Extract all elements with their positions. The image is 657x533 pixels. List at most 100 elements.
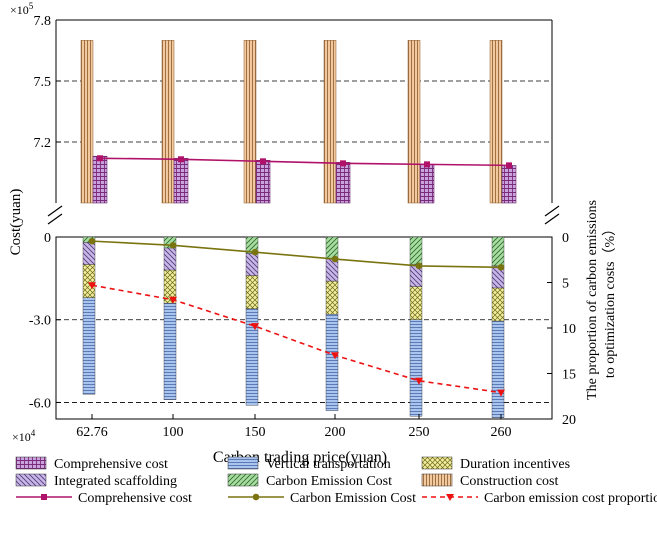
lower-tick-label: 0: [44, 231, 51, 246]
legend-swatch-integrated-scaffolding: [15, 473, 47, 487]
marker-carbon-emission-cost-proportion: [88, 282, 96, 290]
y-axis-left-label: Cost(yuan): [8, 189, 24, 256]
marker-comprehensive-cost: [424, 161, 430, 168]
right-tick-label: 5: [562, 277, 569, 292]
line-group: [88, 155, 512, 397]
right-tick-label: 10: [562, 322, 576, 337]
bar-vertical-transportation: [491, 320, 505, 418]
bar-vertical-transportation: [409, 319, 423, 417]
bar-comprehensive-cost: [92, 155, 108, 204]
tick-group: 7.8 7.5 7.2 0 -3.0 -6.0 0 5 10 15 20 62.76 100 150 200…: [29, 14, 576, 440]
legend-label-vertical-transportation: Vertical transportation: [266, 457, 391, 472]
bar-construction-cost: [243, 40, 257, 204]
bar-comprehensive-cost: [173, 157, 189, 204]
gridlines: [56, 80, 552, 403]
legend-marker-carbon-emission-cost-proportion: [446, 494, 454, 501]
bar-construction-cost: [80, 40, 94, 204]
marker-carbon-emission-cost-proportion: [169, 296, 177, 304]
upper-tick-label: 7.5: [34, 75, 52, 90]
x-tick-label: 150: [245, 425, 266, 440]
marker-carbon-emission-cost-proportion: [415, 377, 423, 385]
y-axis-right-label-line2: to optimization costs（%）: [602, 222, 618, 378]
marker-comprehensive-cost: [260, 158, 266, 165]
marker-carbon-emission-cost: [88, 237, 96, 245]
lower-axis-frame: [55, 236, 553, 420]
bar-comprehensive-cost: [335, 162, 351, 204]
bar-duration-incentives: [409, 286, 423, 320]
bar-carbon-emission-cost: [409, 236, 423, 265]
y-axis-right-label-line1: The proportion of carbon emissions: [585, 200, 600, 400]
bar-construction-cost: [407, 40, 421, 204]
legend-marker-carbon-emission-cost: [252, 493, 260, 501]
legend-swatch-comprehensive-cost: [15, 456, 47, 470]
axis-break-mark-left: [47, 205, 63, 225]
legend-marker-comprehensive-cost: [41, 494, 47, 500]
legend-swatch-vertical-transportation: [227, 456, 259, 470]
upper-scale-label: ×105: [10, 1, 34, 17]
marker-carbon-emission-cost-proportion: [497, 389, 505, 397]
bar-integrated-scaffolding: [163, 247, 177, 271]
bar-vertical-transportation: [163, 302, 177, 400]
marker-carbon-emission-cost: [169, 241, 177, 249]
marker-carbon-emission-cost-proportion: [331, 352, 339, 360]
right-tick-label: 20: [562, 413, 576, 428]
marker-comprehensive-cost: [178, 156, 184, 163]
marker-carbon-emission-cost: [497, 264, 505, 271]
line-carbon-emission-cost-proportion: [91, 284, 502, 394]
legend-label-carbon-emission-cost: Carbon Emission Cost: [290, 491, 416, 506]
upper-tick-label: 7.2: [34, 136, 52, 151]
marker-comprehensive-cost: [97, 155, 103, 162]
line-carbon-emission-cost: [91, 240, 502, 269]
right-tick-label: 15: [562, 368, 576, 383]
bar-construction-cost: [489, 40, 503, 204]
bar-duration-incentives: [245, 275, 259, 309]
x-tick-label: 200: [325, 425, 346, 440]
marker-carbon-emission-cost: [251, 248, 259, 256]
right-tick-label: 0: [562, 231, 569, 246]
bar-vertical-transportation: [245, 308, 259, 406]
legend-label-construction-cost: Construction cost: [460, 474, 558, 489]
legend-label-comprehensive-cost: Comprehensive cost: [78, 491, 192, 506]
legend-swatch-construction-cost: [421, 473, 453, 487]
x-tick-label: 100: [163, 425, 184, 440]
lower-tick-label: -3.0: [29, 314, 51, 329]
legend-label-comprehensive-cost: Comprehensive cost: [54, 457, 168, 472]
legend-swatch-carbon-emission-cost: [227, 473, 259, 487]
marker-carbon-emission-cost-proportion: [251, 323, 259, 331]
bar-comprehensive-cost: [501, 165, 517, 204]
bar-comprehensive-cost: [419, 164, 435, 204]
upper-tick-label: 7.8: [34, 14, 52, 29]
x-tick-label: 250: [409, 425, 430, 440]
bar-comprehensive-cost: [255, 160, 271, 204]
legend-label-carbon-emission-cost: Carbon Emission Cost: [266, 474, 392, 489]
bar-construction-cost: [161, 40, 175, 204]
bar-carbon-emission-cost: [491, 236, 505, 267]
bar-integrated-scaffolding: [82, 242, 96, 265]
lower-scale-label: ×104: [12, 428, 36, 444]
bar-vertical-transportation: [82, 297, 96, 395]
marker-comprehensive-cost: [340, 160, 346, 167]
legend-label-integrated-scaffolding: Integrated scaffolding: [54, 474, 177, 489]
legend-swatch-duration-incentives: [421, 456, 453, 470]
x-tick-label: 260: [491, 425, 512, 440]
bar-group: [80, 40, 517, 418]
bar-carbon-emission-cost: [325, 236, 339, 260]
axes-frames: [47, 19, 560, 420]
line-comprehensive-cost: [99, 157, 510, 167]
marker-carbon-emission-cost: [415, 262, 423, 270]
bar-construction-cost: [323, 40, 337, 204]
bar-integrated-scaffolding: [325, 258, 339, 282]
lower-tick-label: -6.0: [29, 396, 51, 411]
marker-carbon-emission-cost: [331, 255, 339, 263]
bar-duration-incentives: [491, 287, 505, 322]
bar-duration-incentives: [82, 264, 96, 298]
legend: Comprehensive cost Vertical transportatio…: [15, 456, 657, 506]
bar-duration-incentives: [325, 280, 339, 315]
axis-break-mark-right: [544, 205, 560, 225]
bar-integrated-scaffolding: [245, 253, 259, 276]
marker-comprehensive-cost: [506, 162, 512, 169]
legend-label-carbon-emission-cost-proportion: Carbon emission cost proportion: [484, 491, 657, 506]
legend-label-duration-incentives: Duration incentives: [460, 457, 570, 472]
